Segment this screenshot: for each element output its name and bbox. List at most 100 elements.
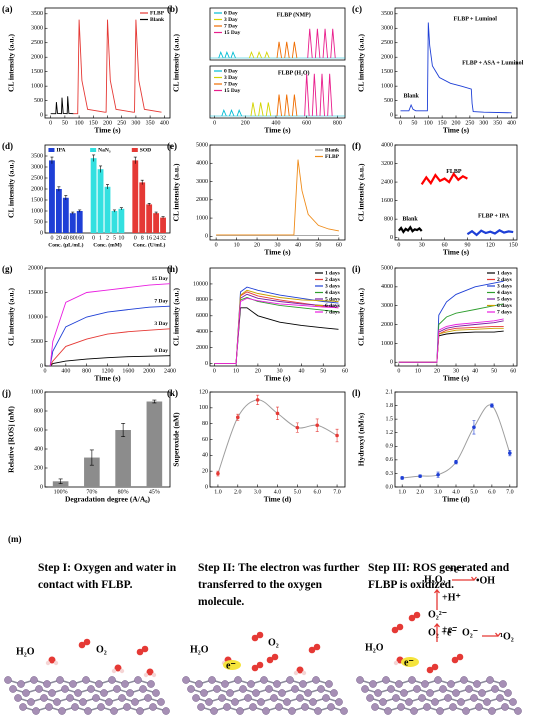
phosphorus-atom (491, 685, 499, 693)
fit-curve (402, 404, 511, 479)
chem-label: H₂O (365, 642, 384, 653)
bar (69, 213, 76, 233)
x-tick-label: 8 (141, 235, 144, 241)
plot-frame (44, 391, 171, 488)
electron-glow (223, 660, 241, 670)
x-tick-label: 800 (82, 368, 91, 374)
data-point (418, 474, 422, 478)
x-tick-label: 800 (333, 120, 342, 126)
x-tick-label: 150 (438, 120, 447, 126)
legend-swatch (131, 148, 138, 152)
phosphorus-atom (17, 680, 25, 688)
y-tick-label: 60 (202, 437, 208, 443)
phosphorus-atom (439, 685, 447, 693)
x-axis-label: Time (s) (264, 374, 291, 383)
phosphorus-atom (69, 680, 77, 688)
oxygen-atom (431, 663, 439, 671)
y-tick-label: 0 (40, 230, 43, 236)
chem-label: H₂O (16, 646, 35, 657)
legend-label: 0 Day (224, 68, 238, 74)
phosphorus-atom (210, 707, 218, 715)
series-label: 0 Day (154, 348, 168, 354)
arrow (434, 622, 440, 642)
phosphorus-atom (162, 707, 170, 715)
oxygen-atom (114, 664, 122, 672)
chem-label: O₂ (268, 637, 279, 648)
data-line (49, 305, 171, 367)
phosphorus-atom (483, 698, 491, 706)
legend-label: Blank (150, 17, 165, 23)
chem-label: O₂⁻ (462, 627, 478, 638)
error-bar (147, 203, 151, 206)
data-line (49, 328, 171, 367)
chem-label: •OH (476, 575, 495, 586)
phosphorus-atom (379, 698, 387, 706)
error-bar (140, 179, 144, 185)
group-label: Conc. (mM) (93, 241, 122, 248)
legend-label: IPA (56, 147, 65, 153)
spike (230, 50, 236, 59)
hydrogen-atom (53, 660, 59, 666)
y-tick-label: 0 (390, 235, 393, 241)
phosphorus-atom (56, 676, 64, 684)
y-axis-label: CL intensity (a.u.) (7, 288, 16, 346)
x-tick-label: 2000 (143, 368, 155, 374)
phosphorus-atom (361, 685, 369, 693)
x-tick-label: 50 (62, 120, 68, 126)
y-tick-label: 5000 (381, 265, 393, 271)
phosphorus-atom (309, 698, 317, 706)
y-axis-label: CL intensity (a.u.) (172, 288, 181, 346)
spike (276, 94, 282, 117)
y-tick-label: 3500 (31, 11, 43, 17)
y-tick-label: 8000 (196, 297, 208, 303)
annotation: FLBP + ASA + Luminol (462, 60, 524, 66)
panel-label: (c) (352, 4, 362, 14)
data-point (472, 425, 476, 430)
hydrogen-atom (45, 660, 51, 666)
phosphorus-atom (387, 685, 395, 693)
error-bar (152, 399, 157, 404)
phosphorus-atom (187, 685, 195, 693)
x-tick-label: 16 (146, 235, 152, 241)
panel-label: (a) (2, 4, 13, 14)
bar (115, 430, 131, 487)
error-bar (57, 186, 61, 192)
phosphorus-atom (19, 703, 27, 711)
subplot-title: FLBP (H₂O) (278, 69, 310, 76)
x-axis-label: Time (d) (264, 495, 292, 504)
error-bar (161, 216, 165, 219)
x-tick-label: 50 (315, 242, 321, 248)
y-tick-label: 6000 (196, 313, 208, 319)
data-line (400, 22, 512, 114)
y-tick-label: 500 (34, 98, 43, 104)
phosphorus-atom (366, 694, 374, 702)
hydrogen-atom (293, 670, 299, 676)
phosphorus-atom (395, 680, 403, 688)
y-tick-label: 20 (202, 469, 208, 475)
phosphorus-atom (244, 694, 252, 702)
panel-label: (f) (352, 141, 361, 151)
phosphorus-atom (118, 694, 126, 702)
x-tick-label: 30 (453, 368, 459, 374)
y-tick-label: 1600 (381, 198, 393, 204)
step-text: Step II: The electron was further transf… (198, 562, 360, 608)
error-bar (71, 211, 75, 215)
phosphorus-atom (509, 698, 517, 706)
oxygen-atom (83, 638, 91, 646)
x-tick-label: 45% (149, 489, 160, 495)
x-tick-label: 40 (472, 368, 478, 374)
phosphorus-atom (434, 676, 442, 684)
x-tick-label: 400 (271, 120, 280, 126)
legend-label: 7 Day (224, 23, 238, 29)
x-tick-label: 400 (507, 120, 516, 126)
x-tick-label: 150 (509, 242, 518, 248)
x-tick-label: 0 (50, 235, 53, 241)
phosphorus-atom (273, 680, 281, 688)
y-tick-label: 1000 (196, 215, 208, 221)
phosphorus-atom (195, 680, 203, 688)
phosphorus-atom (152, 689, 160, 697)
phosphorus-atom (260, 676, 268, 684)
spike (250, 102, 256, 117)
plot-frame (394, 391, 518, 488)
phosphorus-atom (335, 698, 343, 706)
